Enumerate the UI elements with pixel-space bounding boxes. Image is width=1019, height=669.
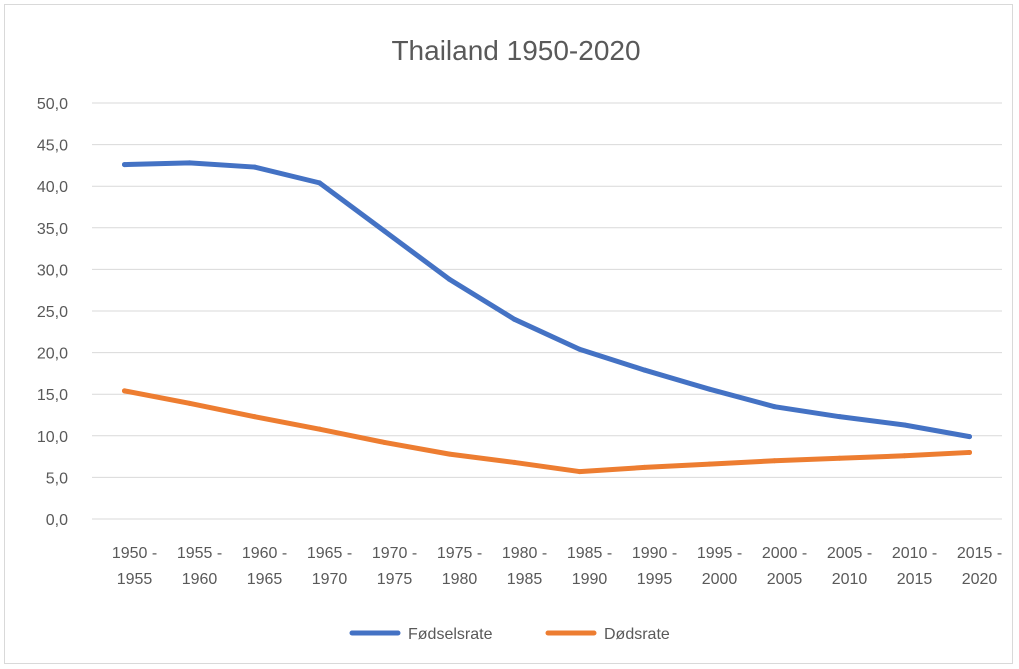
x-tick-label: 1980 -1985 (502, 545, 547, 588)
y-tick-label: 5,0 (46, 470, 68, 487)
chart-title: Thailand 1950-2020 (391, 35, 640, 66)
data-point (902, 453, 907, 459)
x-tick-label: 1975 -1980 (437, 545, 482, 588)
x-tick-label: 1960 -1965 (242, 545, 287, 588)
x-tick-label: 1970 -1975 (372, 545, 417, 588)
data-point (512, 316, 517, 322)
data-point (187, 400, 192, 406)
x-tick-label: 1955 -1960 (177, 545, 222, 588)
data-point (902, 422, 907, 428)
data-point (122, 388, 127, 394)
data-point (642, 464, 647, 470)
data-point (772, 458, 777, 464)
y-tick-label: 30,0 (37, 262, 68, 279)
x-tick-label: 1950 -1955 (112, 545, 157, 588)
legend-label: Fødselsrate (408, 626, 493, 643)
x-tick-label: 1995 -2000 (697, 545, 742, 588)
legend: Fødselsrate Dødsrate (349, 626, 670, 643)
y-tick-label: 20,0 (37, 346, 68, 363)
data-point (772, 404, 777, 410)
y-tick-label: 50,0 (37, 96, 68, 113)
data-point (317, 180, 322, 186)
y-tick-label: 35,0 (37, 221, 68, 238)
x-tick-label: 1965 -1970 (307, 545, 352, 588)
gridlines (92, 102, 1002, 520)
series-line-1 (122, 160, 972, 440)
data-point (512, 459, 517, 465)
x-tick-label: 2010 -2015 (892, 545, 937, 588)
data-point (252, 414, 257, 420)
data-point (382, 439, 387, 445)
data-point (967, 449, 972, 455)
x-tick-label: 1990 -1995 (632, 545, 677, 588)
data-point (707, 461, 712, 467)
data-point (252, 164, 257, 170)
data-point (447, 451, 452, 457)
data-point (122, 162, 127, 168)
y-tick-label: 0,0 (46, 512, 68, 529)
x-tick-label: 1985 -1990 (567, 545, 612, 588)
y-tick-label: 40,0 (37, 179, 68, 196)
y-tick-label: 15,0 (37, 387, 68, 404)
x-axis-ticks: 1950 -1955 1955 -1960 1960 -1965 1965 -1970… (112, 545, 1002, 588)
legend-label: Dødsrate (604, 626, 670, 643)
x-tick-label: 2000 -2005 (762, 545, 807, 588)
data-point (317, 426, 322, 432)
data-point (837, 414, 842, 420)
chart-frame (4, 4, 1013, 664)
series-line-2 (122, 388, 972, 475)
data-point (187, 160, 192, 166)
y-tick-label: 45,0 (37, 138, 68, 155)
y-tick-label: 10,0 (37, 429, 68, 446)
data-point (447, 276, 452, 282)
series-lines (122, 160, 972, 475)
y-tick-label: 25,0 (37, 304, 68, 321)
data-point (707, 386, 712, 392)
y-axis-ticks: 0,0 5,0 10,0 15,0 20,0 25,0 30,0 35,0 40,0 45,0 50… (37, 96, 68, 529)
data-point (577, 346, 582, 352)
x-tick-label: 2005 -2010 (827, 545, 872, 588)
data-point (642, 367, 647, 373)
data-point (382, 228, 387, 234)
x-tick-label: 2015 -2020 (957, 545, 1002, 588)
data-point (967, 434, 972, 440)
data-point (577, 469, 582, 475)
data-point (837, 455, 842, 461)
